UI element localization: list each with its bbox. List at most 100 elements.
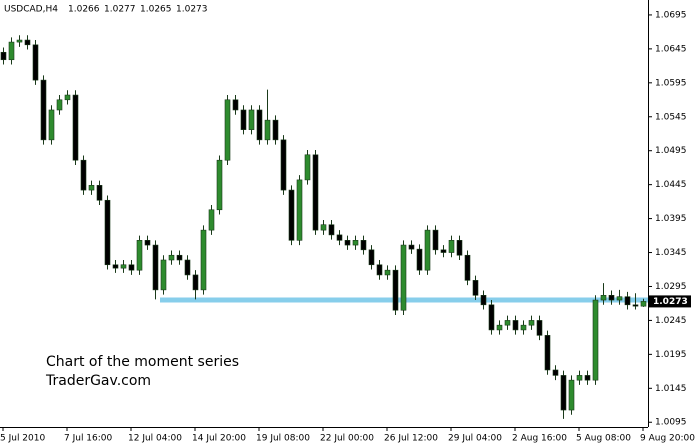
x-tick-label: 2 Aug 16:00 bbox=[512, 434, 567, 444]
candle-body bbox=[368, 249, 375, 266]
candle-body bbox=[416, 248, 423, 271]
header-value: 1.0277 bbox=[104, 5, 136, 15]
candle-body bbox=[584, 375, 591, 381]
x-tick-label: 9 Aug 20:00 bbox=[640, 434, 695, 444]
candle-body bbox=[576, 375, 583, 381]
candle-body bbox=[0, 51, 7, 61]
candle-body bbox=[16, 39, 23, 43]
candle-body bbox=[432, 229, 439, 251]
candle-body bbox=[448, 240, 455, 253]
y-tick-label: 1.0295 bbox=[655, 282, 687, 292]
y-tick-label: 1.0345 bbox=[655, 248, 687, 258]
candle-body bbox=[336, 234, 343, 241]
candle-body bbox=[312, 154, 319, 231]
candle-body bbox=[624, 296, 631, 306]
candle-body bbox=[552, 369, 559, 376]
y-tick-label: 1.0195 bbox=[655, 350, 687, 360]
candle-body bbox=[472, 280, 479, 296]
candle-body bbox=[568, 379, 575, 411]
candle-body bbox=[208, 209, 215, 231]
candle-body bbox=[512, 320, 519, 331]
y-tick-label: 1.0445 bbox=[655, 180, 687, 190]
candle-body bbox=[600, 295, 607, 301]
candle-body bbox=[440, 249, 447, 253]
candle-body bbox=[120, 264, 127, 269]
candle-body bbox=[320, 224, 327, 231]
candle-body bbox=[424, 229, 431, 271]
candle-body bbox=[248, 109, 255, 130]
y-tick-label: 1.0095 bbox=[655, 418, 687, 428]
header-value: 1.0266 bbox=[68, 5, 100, 15]
candle-body bbox=[40, 79, 47, 141]
candle-body bbox=[8, 41, 15, 61]
candle-body bbox=[544, 335, 551, 371]
candle-body bbox=[192, 274, 199, 291]
header-value: 1.0273 bbox=[176, 5, 208, 15]
y-tick-label: 1.0395 bbox=[655, 214, 687, 224]
candle-body bbox=[88, 185, 95, 191]
price-label: 1.0273 bbox=[653, 297, 688, 307]
x-tick-label: 22 Jul 00:00 bbox=[320, 434, 374, 444]
y-tick-label: 1.0695 bbox=[655, 10, 687, 20]
candle-body bbox=[328, 224, 335, 236]
x-tick-label: 26 Jul 12:00 bbox=[384, 434, 438, 444]
x-tick-label: 14 Jul 20:00 bbox=[192, 434, 246, 444]
x-tick-label: 12 Jul 04:00 bbox=[128, 434, 182, 444]
candle-body bbox=[168, 254, 175, 261]
candle-body bbox=[376, 264, 383, 276]
candle-body bbox=[272, 119, 279, 141]
x-tick-label: 5 Jul 2010 bbox=[0, 434, 45, 444]
candle-body bbox=[200, 229, 207, 291]
x-tick-label: 29 Jul 04:00 bbox=[448, 434, 502, 444]
candle-body bbox=[96, 185, 103, 201]
candle-body bbox=[144, 240, 151, 246]
candle-body bbox=[256, 109, 263, 141]
candle-body bbox=[616, 296, 623, 301]
y-tick-label: 1.0145 bbox=[655, 384, 687, 394]
candle-body bbox=[608, 295, 615, 301]
candle-body bbox=[72, 94, 79, 161]
candle-body bbox=[408, 244, 415, 250]
candle-body bbox=[112, 264, 119, 269]
y-tick-label: 1.0595 bbox=[655, 78, 687, 88]
candle-body bbox=[240, 109, 247, 130]
candle-body bbox=[352, 240, 359, 246]
candle-body bbox=[224, 99, 231, 161]
candle-body bbox=[400, 244, 407, 311]
x-tick-label: 19 Jul 08:00 bbox=[256, 434, 310, 444]
candle-body bbox=[64, 94, 71, 101]
candle-body bbox=[152, 244, 159, 291]
header-value: 1.0265 bbox=[140, 5, 172, 15]
candle-body bbox=[560, 375, 567, 411]
candle-body bbox=[160, 259, 167, 291]
candle-body bbox=[632, 304, 639, 307]
candle-body bbox=[232, 99, 239, 111]
candle-body bbox=[128, 264, 135, 271]
candle-body bbox=[104, 199, 111, 266]
y-tick-label: 1.0245 bbox=[655, 316, 687, 326]
candle-body bbox=[392, 269, 399, 311]
candle-body bbox=[136, 240, 143, 271]
candle-body bbox=[640, 301, 647, 307]
candle-body bbox=[504, 320, 511, 326]
y-tick-label: 1.0545 bbox=[655, 112, 687, 122]
symbol: USDCAD,H4 bbox=[4, 5, 58, 15]
candle-body bbox=[344, 240, 351, 246]
candle-body bbox=[304, 154, 311, 181]
x-tick-label: 7 Jul 16:00 bbox=[64, 434, 113, 444]
candle-body bbox=[456, 240, 463, 256]
candle-body bbox=[184, 259, 191, 276]
annotation: TraderGav.com bbox=[45, 373, 151, 389]
candle-body bbox=[592, 299, 599, 381]
x-tick-label: 5 Aug 08:00 bbox=[576, 434, 631, 444]
header: USDCAD,H4 1.0266 1.0277 1.0265 1.0273 bbox=[4, 5, 208, 15]
candle-body bbox=[32, 44, 39, 81]
candle-body bbox=[480, 295, 487, 306]
candle-body bbox=[360, 240, 367, 251]
candle-body bbox=[80, 159, 87, 191]
candle-body bbox=[264, 119, 271, 141]
candle-body bbox=[384, 269, 391, 276]
candle-body bbox=[176, 254, 183, 261]
candle-body bbox=[296, 179, 303, 241]
